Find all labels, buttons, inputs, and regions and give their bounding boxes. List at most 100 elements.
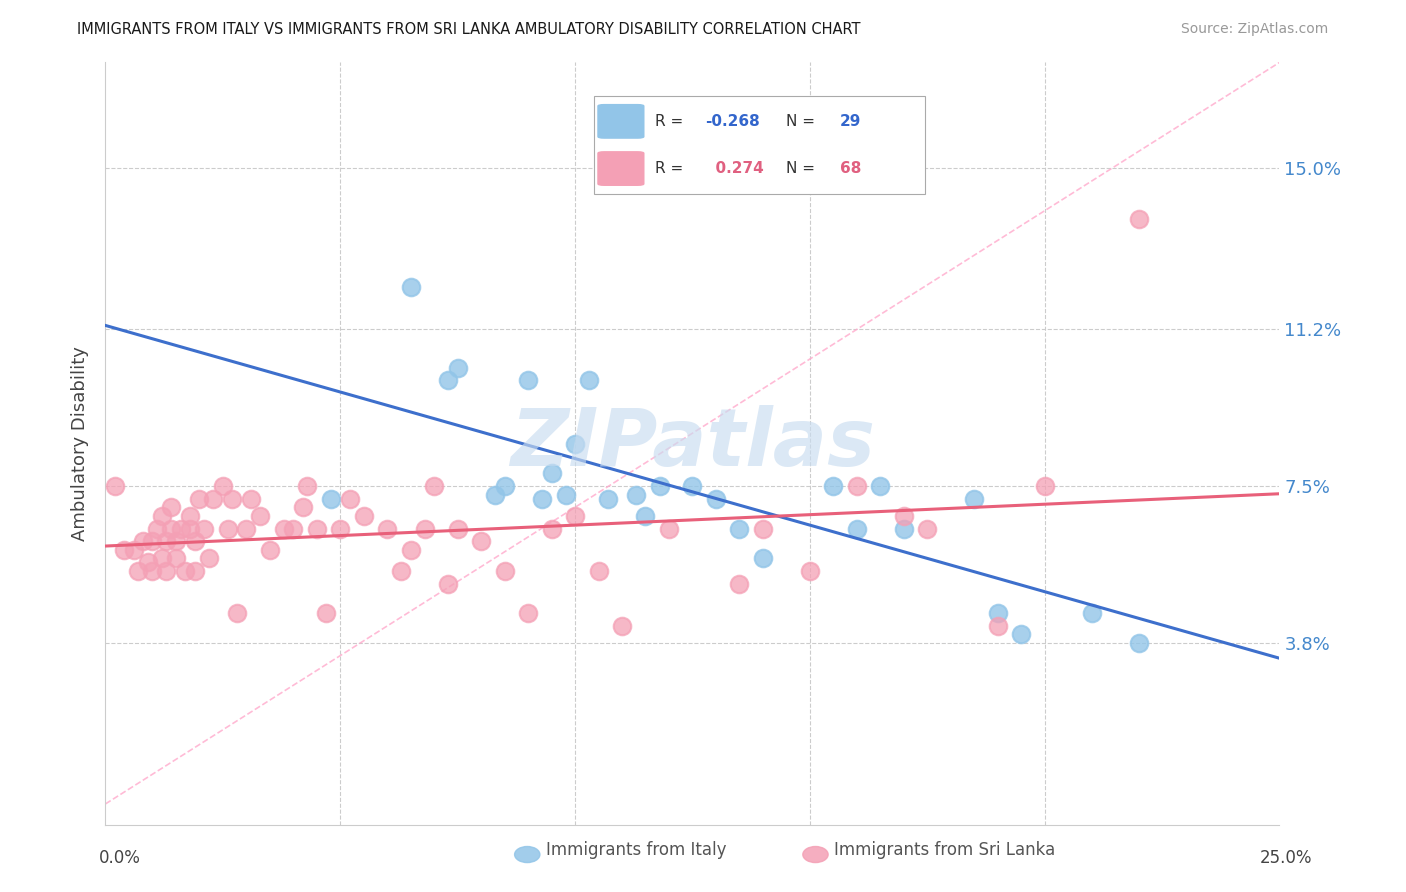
Point [188,491,211,506]
Point [588,564,610,578]
Point [160,500,183,515]
Point [211,479,233,493]
Point [484,487,506,501]
Point [704,491,727,506]
Point [155,534,177,549]
Text: R =: R = [655,161,688,176]
Point [893,521,915,535]
Point [150,551,173,566]
Point [104,479,127,493]
Point [658,521,681,535]
Point [353,508,375,523]
Point [799,564,821,578]
Text: Source: ZipAtlas.com: Source: ZipAtlas.com [1181,22,1329,37]
Point [728,521,751,535]
Point [1010,627,1032,641]
Point [893,508,915,523]
Point [112,542,135,557]
Point [648,479,671,493]
Point [517,373,540,387]
Point [141,534,163,549]
Point [226,607,249,621]
Point [221,491,243,506]
Point [437,373,460,387]
Point [339,491,361,506]
Point [413,521,436,535]
Point [540,467,562,481]
Point [179,508,201,523]
Point [165,551,187,566]
Point [235,521,257,535]
Y-axis label: Ambulatory Disability: Ambulatory Disability [72,346,90,541]
Point [132,534,155,549]
FancyBboxPatch shape [598,151,644,186]
Text: 25.0%: 25.0% [1260,848,1313,866]
Point [1128,212,1150,227]
Point [291,500,314,515]
Point [122,542,145,557]
Point [174,564,197,578]
Point [169,521,191,535]
Point [1128,636,1150,650]
Point [540,521,562,535]
Point [160,521,183,535]
Point [517,607,540,621]
Point [127,564,149,578]
Point [987,607,1010,621]
Point [136,555,159,570]
Text: N =: N = [786,114,820,128]
Point [319,491,342,506]
Point [399,280,422,294]
Text: Immigrants from Italy: Immigrants from Italy [546,841,725,859]
Point [470,534,492,549]
Text: 0.274: 0.274 [706,161,763,176]
Point [375,521,398,535]
Point [146,521,169,535]
Point [447,521,470,535]
Point [297,479,319,493]
Point [273,521,295,535]
Text: 68: 68 [841,161,862,176]
Point [329,521,352,535]
Point [869,479,891,493]
FancyBboxPatch shape [598,104,644,139]
Point [202,491,225,506]
Point [1033,479,1056,493]
Point [554,487,576,501]
Text: R =: R = [655,114,688,128]
Point [564,508,586,523]
Text: N =: N = [786,161,820,176]
Point [682,479,704,493]
Point [305,521,328,535]
Point [531,491,554,506]
Point [155,564,177,578]
Point [564,436,586,450]
Point [179,521,201,535]
Point [494,564,516,578]
Point [183,564,205,578]
Point [249,508,271,523]
Point [193,521,215,535]
Text: ZIPatlas: ZIPatlas [510,405,875,483]
Point [752,551,775,566]
Point [315,607,337,621]
Point [423,479,446,493]
Text: IMMIGRANTS FROM ITALY VS IMMIGRANTS FROM SRI LANKA AMBULATORY DISABILITY CORRELA: IMMIGRANTS FROM ITALY VS IMMIGRANTS FROM… [77,22,860,37]
Point [596,491,619,506]
Point [283,521,305,535]
Point [259,542,281,557]
Point [1080,607,1102,621]
Point [217,521,239,535]
Point [150,508,173,523]
Point [610,619,633,633]
Point [752,521,775,535]
Text: Immigrants from Sri Lanka: Immigrants from Sri Lanka [834,841,1054,859]
FancyBboxPatch shape [593,95,925,194]
Point [845,521,868,535]
Point [141,564,163,578]
Point [987,619,1010,633]
Point [823,479,845,493]
Point [494,479,516,493]
Point [624,487,647,501]
Point [240,491,263,506]
